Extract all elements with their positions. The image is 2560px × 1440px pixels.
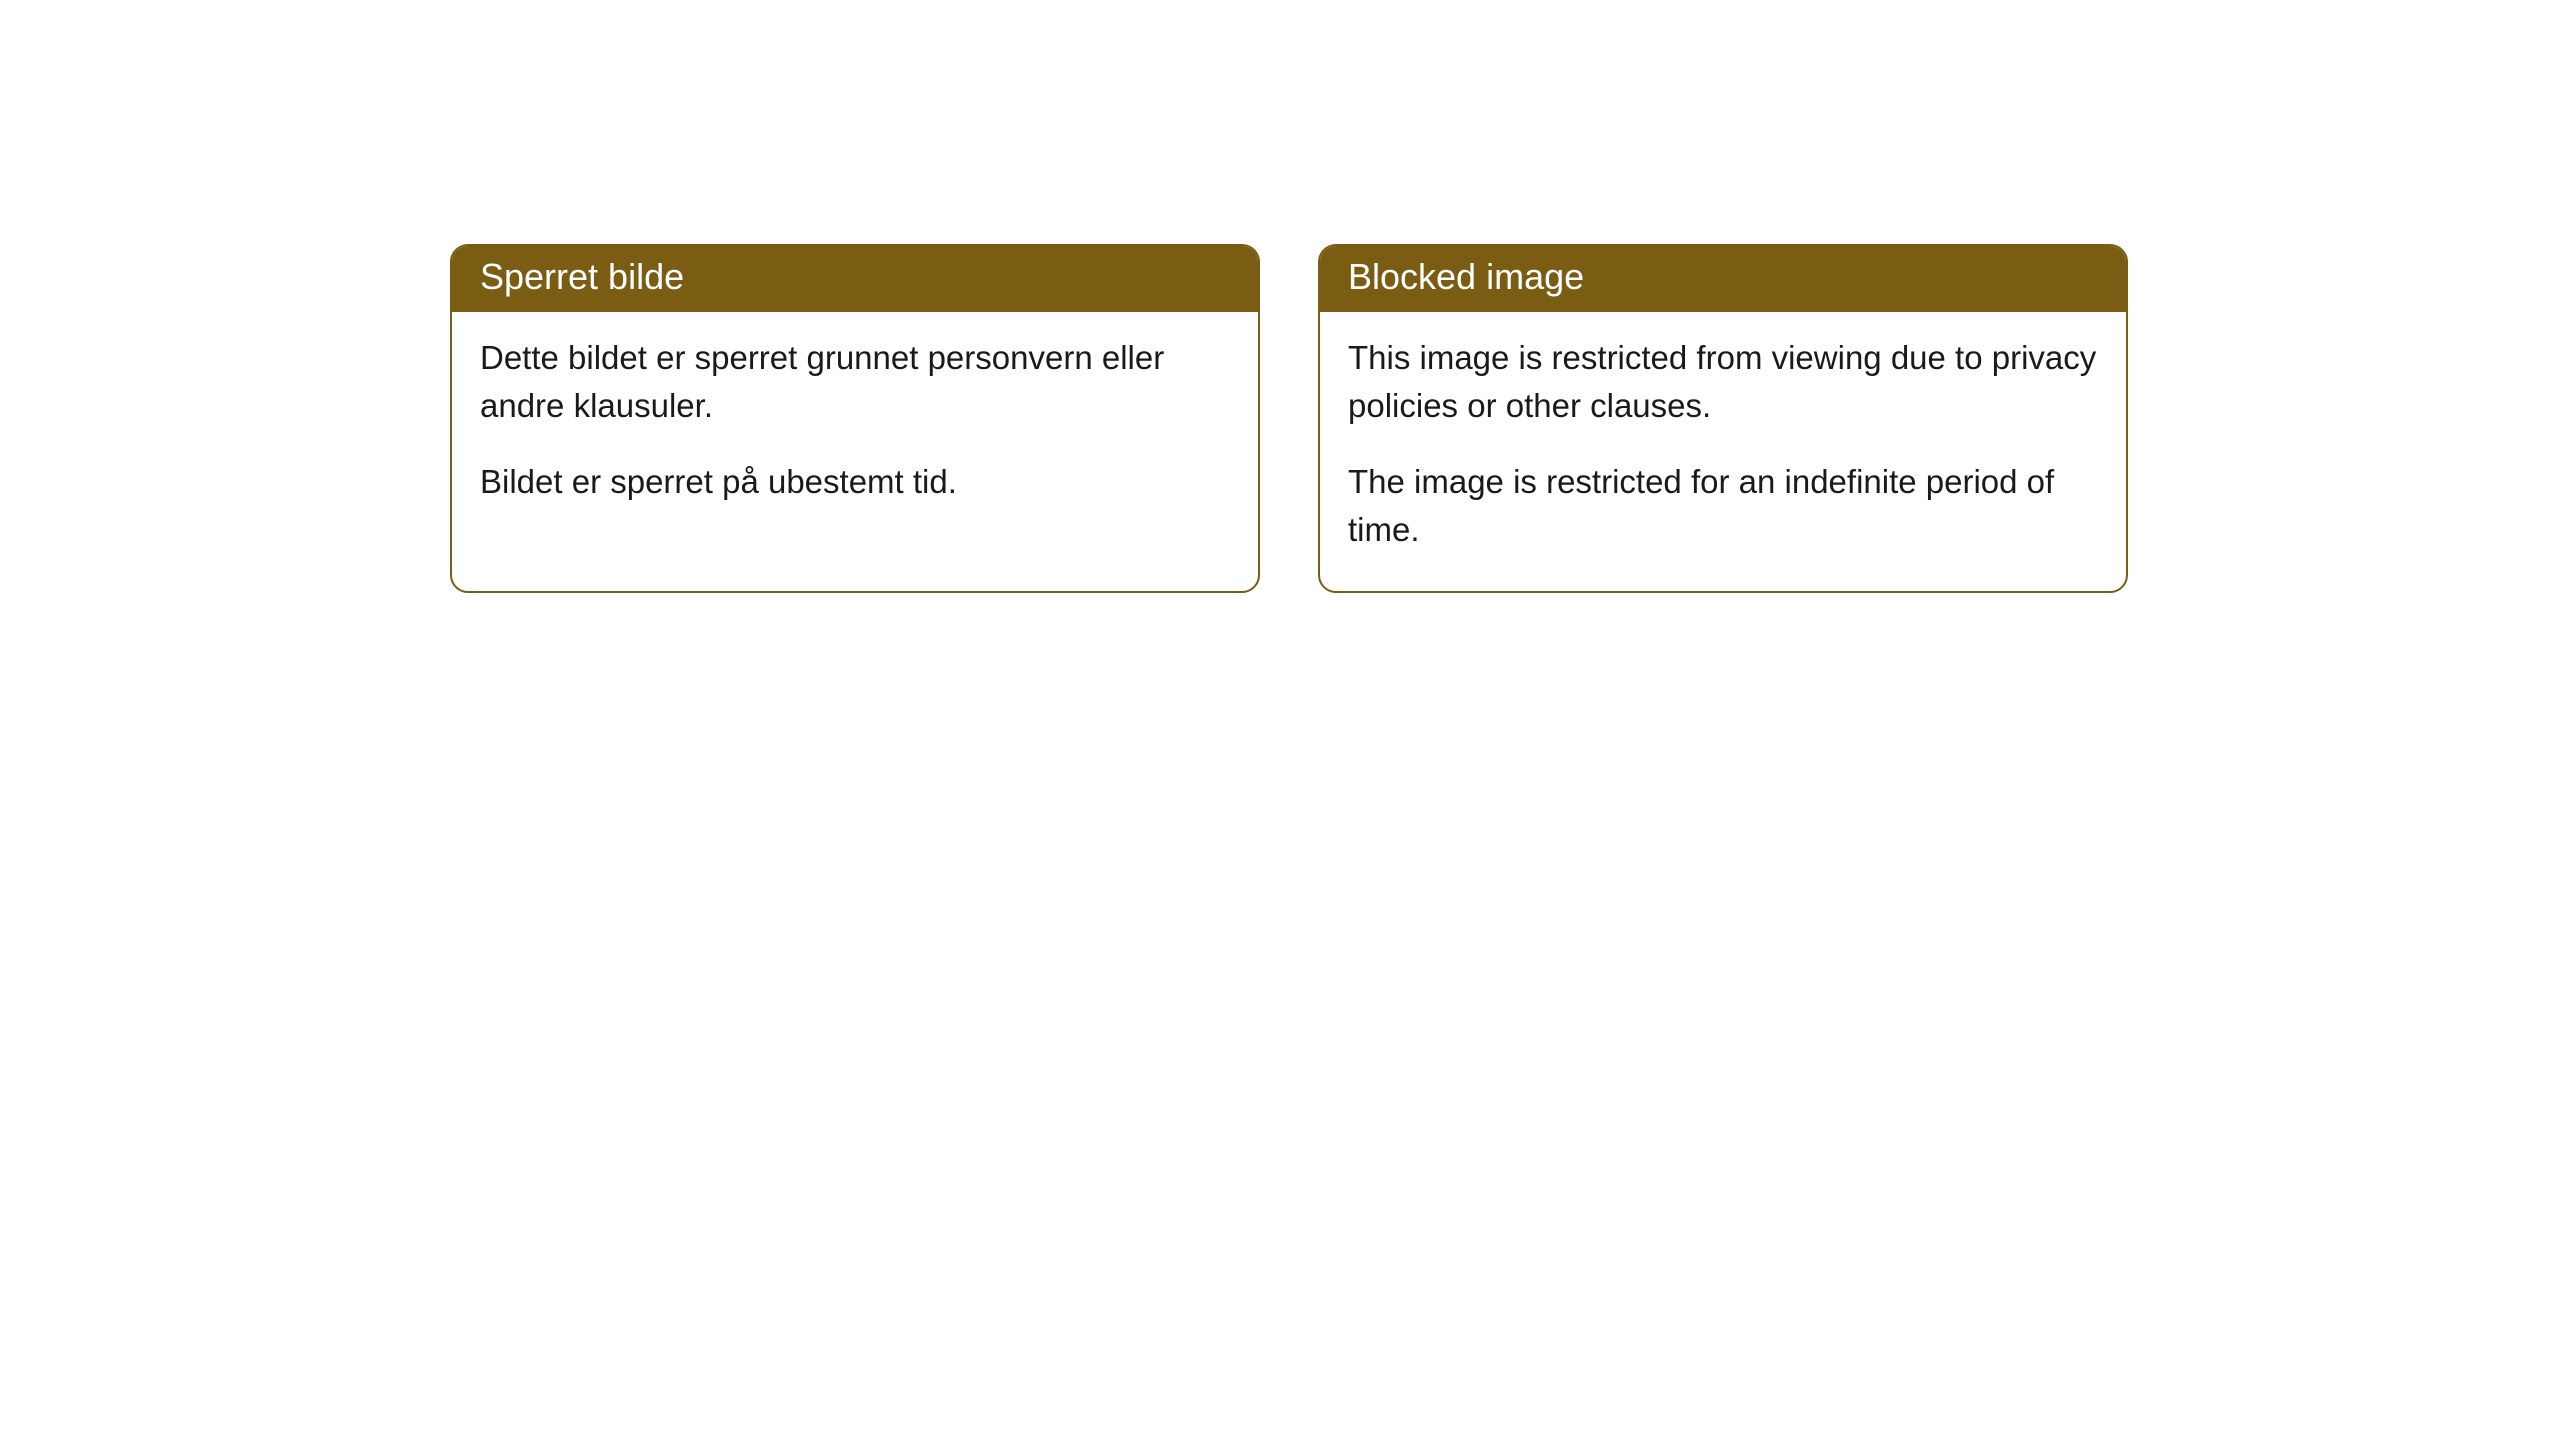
card-header-english: Blocked image [1320, 246, 2126, 312]
blocked-image-card-norwegian: Sperret bilde Dette bildet er sperret gr… [450, 244, 1260, 593]
card-paragraph-2: Bildet er sperret på ubestemt tid. [480, 458, 1230, 506]
card-paragraph-1: This image is restricted from viewing du… [1348, 334, 2098, 430]
notice-cards-container: Sperret bilde Dette bildet er sperret gr… [450, 244, 2560, 593]
card-body-norwegian: Dette bildet er sperret grunnet personve… [452, 312, 1258, 544]
card-paragraph-1: Dette bildet er sperret grunnet personve… [480, 334, 1230, 430]
blocked-image-card-english: Blocked image This image is restricted f… [1318, 244, 2128, 593]
card-body-english: This image is restricted from viewing du… [1320, 312, 2126, 591]
card-paragraph-2: The image is restricted for an indefinit… [1348, 458, 2098, 554]
card-header-norwegian: Sperret bilde [452, 246, 1258, 312]
